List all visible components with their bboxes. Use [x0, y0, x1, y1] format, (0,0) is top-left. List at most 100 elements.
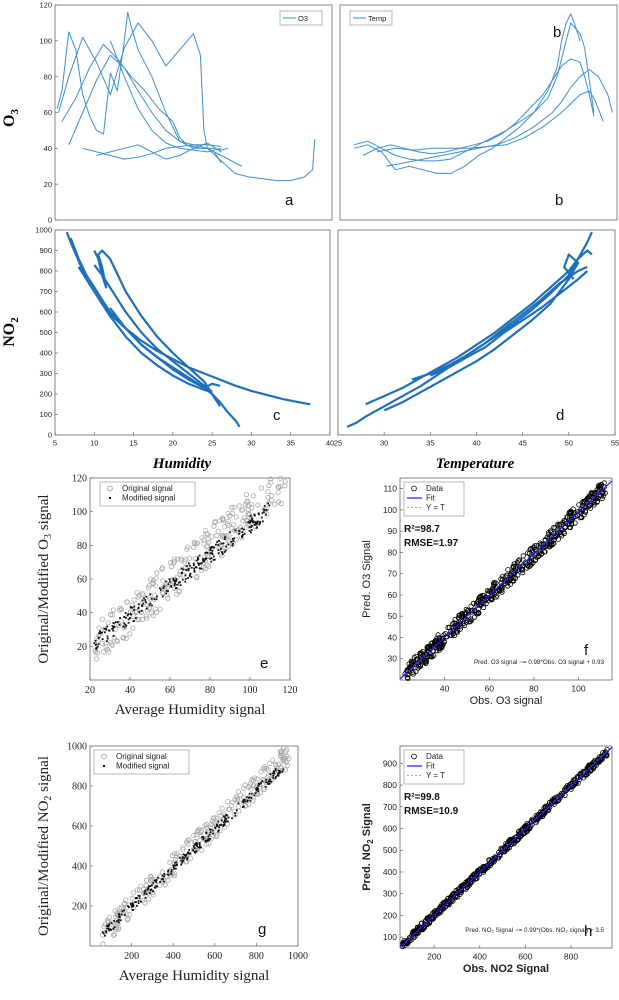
data-point-e	[108, 629, 110, 632]
data-point-f	[520, 569, 526, 576]
data-point-e	[188, 575, 191, 577]
data-point-e	[248, 529, 251, 532]
data-point-e	[165, 580, 167, 583]
data-point-e	[143, 597, 145, 600]
data-point-f	[599, 495, 605, 502]
data-point-g	[246, 800, 249, 803]
data-point-e	[267, 476, 273, 482]
data-point-e	[216, 541, 219, 543]
data-point-e	[175, 556, 181, 562]
data-point-g	[137, 894, 140, 897]
data-point-h	[572, 779, 579, 786]
panel-d: 25 30 35 40 45 50 55 d	[334, 229, 619, 448]
y-axis-label-sub: 3	[43, 534, 54, 539]
y-tick-label: 120	[39, 1, 52, 10]
y-tick-label: 700	[383, 802, 397, 812]
data-point-e	[123, 616, 125, 618]
data-point-f	[558, 526, 564, 532]
data-point-e	[252, 521, 254, 524]
data-point-e	[99, 632, 102, 635]
data-point-e	[106, 649, 112, 655]
data-point-g	[175, 864, 178, 867]
data-point-e	[181, 572, 183, 575]
data-point-g	[140, 900, 142, 903]
data-point-g	[130, 890, 136, 896]
data-point-g	[110, 928, 112, 931]
data-point-g	[170, 869, 173, 871]
data-point-e	[93, 642, 96, 644]
data-point-e	[249, 515, 252, 517]
data-point-e	[255, 523, 258, 526]
data-point-e	[241, 531, 244, 533]
data-point-g	[175, 867, 177, 870]
data-point-f	[454, 629, 460, 635]
data-point-f	[587, 493, 593, 499]
data-point-e	[170, 585, 173, 588]
data-point-g	[117, 919, 120, 922]
data-point-f	[496, 588, 502, 594]
data-point-g	[173, 864, 176, 867]
data-point-f	[472, 609, 478, 615]
data-point-e	[118, 606, 125, 613]
data-point-h	[538, 812, 544, 819]
data-point-e	[188, 562, 190, 565]
data-point-g	[204, 821, 210, 828]
data-point-g	[106, 925, 109, 927]
data-point-g	[172, 866, 175, 869]
data-point-g	[223, 821, 225, 824]
data-point-e	[248, 521, 251, 524]
data-point-e	[187, 567, 190, 570]
data-point-g	[162, 880, 165, 883]
data-point-e	[117, 605, 123, 611]
series-line-b-1	[353, 22, 595, 162]
data-point-e	[198, 554, 201, 557]
data-point-f	[412, 661, 418, 668]
data-point-f	[539, 550, 545, 556]
data-point-e	[223, 551, 226, 553]
data-point-e	[129, 617, 131, 619]
data-point-g	[246, 799, 249, 802]
legend-label: Modified signal	[122, 494, 176, 503]
data-point-e	[106, 640, 108, 643]
data-point-e	[223, 538, 226, 541]
data-point-g	[183, 857, 186, 860]
y-tick-label: 20	[77, 642, 87, 653]
data-point-e	[149, 593, 152, 596]
data-point-e	[187, 577, 189, 579]
data-point-e	[193, 567, 196, 570]
data-point-e	[193, 575, 200, 581]
data-point-g	[278, 765, 284, 771]
data-point-f	[515, 572, 521, 578]
data-point-e	[234, 529, 237, 532]
y-tick-label: 80	[77, 541, 87, 552]
data-point-e	[162, 583, 168, 589]
data-point-g	[127, 911, 133, 918]
data-point-g	[254, 792, 257, 795]
x-tick-label: 15	[129, 439, 137, 448]
data-point-f	[423, 660, 429, 666]
data-point-g	[274, 768, 277, 770]
data-point-e	[174, 582, 176, 585]
data-point-g	[273, 770, 275, 773]
data-point-g	[214, 827, 217, 830]
data-point-g	[167, 869, 170, 872]
data-point-g	[234, 814, 237, 817]
y-axis-label-g: Original/Modified NO2 signal	[36, 756, 54, 936]
panel-h: 200 400 600 800 100 200 300 400 500 600 700 800 900 O…	[361, 745, 613, 975]
data-point-e	[227, 543, 230, 546]
y-tick-label: 600	[39, 308, 52, 317]
data-point-e	[229, 504, 235, 511]
data-point-e	[229, 525, 235, 531]
data-point-g	[121, 910, 124, 913]
stat-label-f: RMSE=1.97	[404, 538, 459, 549]
x-tick-label: 400	[473, 952, 487, 962]
data-point-e	[96, 645, 99, 648]
data-point-e	[176, 583, 179, 586]
panel-letter-f: f	[584, 642, 589, 659]
data-point-g	[195, 850, 198, 853]
data-point-g	[284, 762, 290, 769]
data-point-e	[138, 611, 141, 613]
